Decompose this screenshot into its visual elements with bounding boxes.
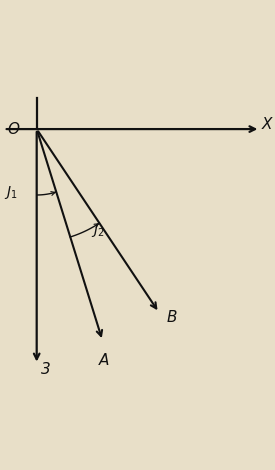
- Text: O: O: [7, 122, 19, 137]
- Text: B: B: [167, 310, 177, 325]
- Text: $J_2$: $J_2$: [91, 222, 105, 239]
- Text: 3: 3: [41, 361, 51, 376]
- Text: X: X: [262, 117, 273, 132]
- Text: A: A: [99, 352, 109, 368]
- Text: $J_1$: $J_1$: [4, 184, 18, 201]
